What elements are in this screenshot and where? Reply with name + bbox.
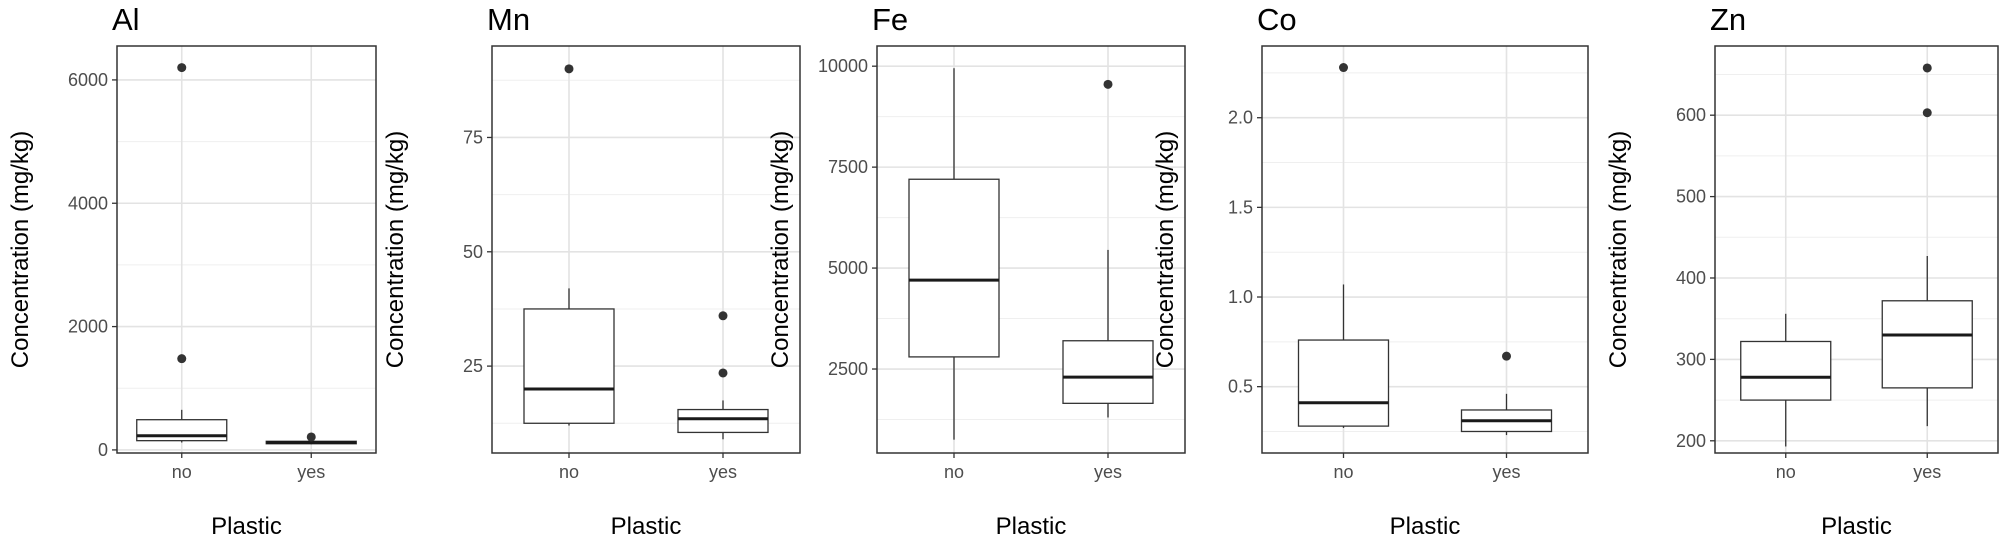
- box-yes: [1460, 351, 1553, 436]
- y-tick-label: 5000: [828, 258, 868, 278]
- panel-border: [1261, 45, 1589, 454]
- panel-title: Mn: [487, 2, 530, 37]
- box-iqr: [677, 408, 769, 434]
- x-tick-label: yes: [709, 462, 737, 482]
- x-axis-label: Plastic: [611, 513, 682, 540]
- x-axis-label: Plastic: [996, 513, 1067, 540]
- y-axis-label: Concentration (mg/kg): [1152, 131, 1179, 368]
- box-iqr: [136, 419, 228, 442]
- panel-fe: 2500 5000 7500 10000 no yes Fe Plastic Concentra…: [767, 2, 1186, 540]
- outlier-point: [177, 354, 187, 364]
- panel-title: Co: [1257, 2, 1297, 37]
- y-tick-label: 75: [463, 127, 483, 147]
- panel-border: [116, 45, 377, 454]
- box-yes: [265, 432, 357, 445]
- y-axis-label: Concentration (mg/kg): [382, 131, 409, 368]
- panel-border: [1714, 45, 1999, 454]
- x-tick-label: yes: [1913, 462, 1941, 482]
- outlier-point: [564, 64, 574, 74]
- y-tick-label: 2500: [828, 359, 868, 379]
- panel-title: Zn: [1710, 2, 1746, 37]
- outlier-point: [1339, 63, 1348, 73]
- box-iqr: [1740, 340, 1832, 401]
- box-iqr: [908, 178, 1000, 358]
- y-tick-label: 0.5: [1228, 377, 1253, 397]
- outlier-point: [718, 368, 728, 378]
- y-tick-label: 500: [1676, 187, 1706, 207]
- outlier-point: [1502, 351, 1511, 361]
- plot-background: [117, 46, 376, 453]
- outlier-point: [177, 63, 187, 73]
- panel-zn: 200 300 400 500 600 no yes Zn Plastic Concentrati…: [1605, 2, 1999, 540]
- x-tick-label: yes: [1094, 462, 1122, 482]
- box-yes: [1062, 79, 1154, 418]
- outlier-point: [1103, 79, 1113, 89]
- box-no: [1297, 63, 1390, 428]
- y-axis-label: Concentration (mg/kg): [7, 131, 34, 368]
- box-iqr: [1881, 300, 1973, 389]
- panel-border: [876, 45, 1186, 454]
- x-tick-label: no: [1776, 462, 1796, 482]
- panel-border: [491, 45, 801, 454]
- y-tick-label: 7500: [828, 157, 868, 177]
- y-axis-label: Concentration (mg/kg): [1605, 131, 1632, 368]
- x-tick-label: yes: [1492, 462, 1520, 482]
- y-tick-label: 600: [1676, 105, 1706, 125]
- y-tick-label: 1.5: [1228, 197, 1253, 217]
- y-tick-label: 200: [1676, 431, 1706, 451]
- box-no: [1740, 313, 1832, 447]
- x-tick-label: no: [1333, 462, 1353, 482]
- x-axis-label: Plastic: [1390, 513, 1461, 540]
- box-no: [908, 68, 1000, 440]
- outlier-point: [1922, 108, 1932, 118]
- y-tick-label: 400: [1676, 268, 1706, 288]
- panel-al: 0 2000 4000 6000 no yes Al Plastic Concentration…: [7, 2, 377, 540]
- y-tick-label: 6000: [68, 70, 108, 90]
- x-tick-label: no: [559, 462, 579, 482]
- box-iqr: [1062, 340, 1154, 404]
- outlier-point: [718, 311, 728, 321]
- box-no: [136, 63, 228, 443]
- y-tick-label: 2.0: [1228, 108, 1253, 128]
- box-yes: [1881, 63, 1973, 427]
- x-axis-label: Plastic: [211, 513, 282, 540]
- y-axis-label: Concentration (mg/kg): [767, 131, 794, 368]
- box-no: [523, 64, 615, 426]
- x-axis-label: Plastic: [1821, 513, 1892, 540]
- panel-title: Al: [112, 2, 140, 37]
- box-yes: [677, 311, 769, 440]
- y-tick-label: 2000: [68, 317, 108, 337]
- panel-title: Fe: [872, 2, 908, 37]
- panel-co: 0.5 1.0 1.5 2.0 no yes Co Plastic Concentration …: [1152, 2, 1589, 540]
- y-tick-label: 1.0: [1228, 287, 1253, 307]
- x-tick-label: no: [944, 462, 964, 482]
- panel-mn: 25 50 75 no yes Mn Plastic Concentration (mg/kg…: [382, 2, 801, 540]
- y-tick-label: 0: [98, 440, 108, 460]
- box-iqr: [1297, 339, 1390, 427]
- box-iqr: [523, 308, 615, 424]
- y-tick-label: 25: [463, 356, 483, 376]
- y-tick-label: 50: [463, 242, 483, 262]
- x-tick-label: yes: [297, 462, 325, 482]
- y-tick-label: 10000: [818, 56, 868, 76]
- outlier-point: [1922, 63, 1932, 73]
- y-tick-label: 4000: [68, 193, 108, 213]
- outlier-point: [306, 432, 316, 442]
- y-tick-label: 300: [1676, 349, 1706, 369]
- x-tick-label: no: [172, 462, 192, 482]
